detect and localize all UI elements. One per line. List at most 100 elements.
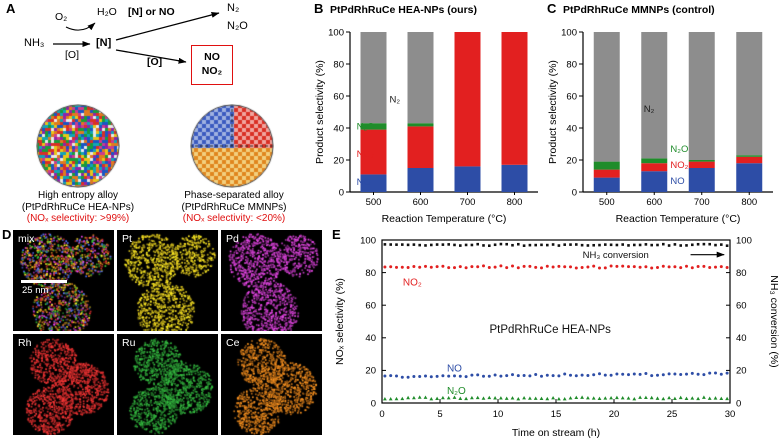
data-point bbox=[679, 244, 682, 247]
data-point bbox=[481, 396, 486, 400]
data-point bbox=[516, 396, 521, 401]
data-point bbox=[395, 243, 398, 246]
y-tick-label-right: 60 bbox=[736, 301, 747, 312]
data-point bbox=[545, 396, 550, 401]
scale-bar-label: 25 nm bbox=[22, 285, 49, 296]
eds-map-ru-canvas bbox=[117, 334, 218, 435]
data-point bbox=[545, 373, 549, 377]
data-point bbox=[435, 243, 439, 246]
bar-segment-700 bbox=[688, 160, 715, 162]
x-tick-label: 800 bbox=[507, 197, 523, 208]
data-point bbox=[586, 265, 590, 269]
x-tick-label: 0 bbox=[379, 409, 384, 420]
data-point bbox=[661, 264, 665, 268]
data-point bbox=[446, 395, 451, 400]
panel-c-label: C bbox=[547, 1, 557, 16]
product-h2o: H₂O bbox=[97, 6, 117, 18]
x-tick-label: 600 bbox=[413, 197, 429, 208]
bar-segment-700 bbox=[454, 32, 481, 167]
data-point bbox=[708, 242, 711, 246]
data-point bbox=[522, 244, 526, 247]
data-point bbox=[435, 396, 439, 400]
data-point bbox=[563, 243, 566, 246]
data-point bbox=[662, 242, 665, 246]
data-point bbox=[667, 265, 671, 269]
data-point bbox=[620, 395, 625, 400]
y-tick-label-left: 80 bbox=[365, 268, 376, 279]
series-NH₃ conversion bbox=[383, 242, 729, 247]
bar-segment-700 bbox=[454, 166, 481, 192]
data-point bbox=[615, 395, 619, 400]
data-point bbox=[516, 374, 520, 378]
data-point bbox=[685, 244, 688, 247]
data-point bbox=[569, 265, 572, 269]
data-point bbox=[708, 266, 712, 270]
y-tick-label-right: 40 bbox=[736, 333, 747, 344]
boxed-no2: NO₂ bbox=[201, 65, 223, 77]
eds-map-rh: Rh bbox=[13, 334, 114, 435]
data-point bbox=[394, 396, 399, 401]
hea-caption: High entropy alloy (PtPdRhRuCe HEA-NPs) … bbox=[0, 190, 156, 225]
x-tick-label: 500 bbox=[599, 197, 615, 208]
data-point bbox=[447, 374, 451, 378]
data-point bbox=[673, 243, 677, 246]
data-point bbox=[580, 266, 584, 270]
bar-segment-600 bbox=[641, 171, 668, 192]
product-n2: N₂ bbox=[227, 2, 240, 14]
data-point bbox=[580, 243, 584, 247]
y-tick-label: 40 bbox=[566, 123, 577, 134]
y-tick-label-left: 40 bbox=[365, 333, 376, 344]
data-point bbox=[458, 396, 463, 400]
data-point bbox=[598, 266, 601, 270]
bar-segment-500 bbox=[593, 177, 620, 192]
data-point bbox=[574, 374, 578, 378]
data-point bbox=[557, 374, 561, 378]
data-point bbox=[493, 396, 497, 400]
data-point bbox=[539, 396, 544, 401]
data-point bbox=[383, 374, 387, 378]
data-point bbox=[591, 396, 596, 400]
series-label: N₂O bbox=[670, 144, 688, 155]
eds-map-pd-label: Pd bbox=[226, 233, 239, 245]
data-point bbox=[412, 243, 416, 246]
data-point bbox=[488, 244, 491, 247]
data-point bbox=[482, 244, 485, 247]
annotation: NO₂ bbox=[403, 278, 422, 289]
data-point bbox=[475, 395, 480, 400]
series-label: NO₂ bbox=[357, 149, 375, 160]
eds-map-pd-canvas bbox=[221, 230, 322, 331]
eds-map-rh-label: Rh bbox=[18, 337, 32, 349]
eds-map-ce-canvas bbox=[221, 334, 322, 435]
y-tick-label: 0 bbox=[572, 187, 577, 198]
data-point bbox=[673, 265, 677, 269]
data-point bbox=[406, 375, 410, 379]
data-point bbox=[638, 372, 642, 376]
panel-e-label: E bbox=[332, 227, 341, 242]
data-point bbox=[655, 396, 660, 400]
data-point bbox=[557, 244, 561, 247]
data-point bbox=[597, 396, 602, 401]
x-tick-label: 15 bbox=[551, 409, 562, 420]
data-point bbox=[615, 372, 619, 376]
mmnp-caption: Phase-separated alloy (PtPdRhRuCe MMNPs)… bbox=[156, 190, 312, 225]
data-point bbox=[534, 243, 537, 247]
hea-selectivity-note: (NOₓ selectivity: >99%) bbox=[26, 213, 130, 224]
data-point bbox=[684, 396, 689, 400]
data-point bbox=[714, 265, 717, 269]
data-point bbox=[603, 266, 607, 270]
data-point bbox=[522, 374, 526, 378]
data-point bbox=[511, 243, 514, 247]
data-point bbox=[569, 243, 572, 246]
data-point bbox=[510, 396, 515, 400]
data-point bbox=[598, 372, 601, 376]
data-point bbox=[644, 243, 648, 246]
data-point bbox=[574, 395, 579, 399]
series-label: NO bbox=[670, 176, 684, 187]
data-point bbox=[452, 395, 457, 399]
data-point bbox=[586, 374, 590, 378]
bar-segment-700 bbox=[688, 161, 715, 168]
data-point bbox=[453, 243, 456, 247]
data-point bbox=[493, 373, 497, 377]
y-tick-label: 0 bbox=[339, 187, 344, 198]
